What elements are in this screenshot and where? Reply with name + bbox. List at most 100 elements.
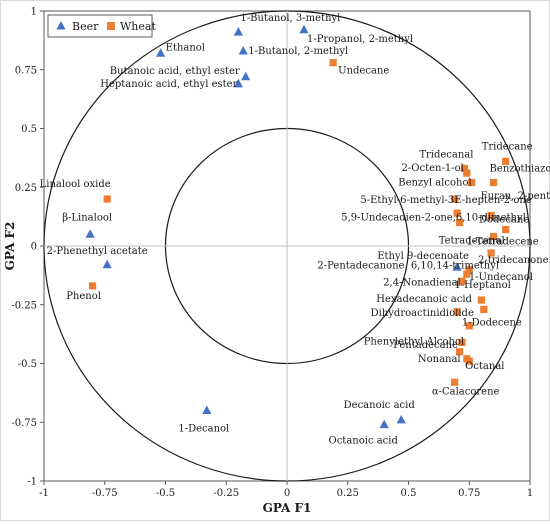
wheat-point xyxy=(480,305,488,314)
legend-beer-label: Beer xyxy=(72,20,99,33)
beer-point xyxy=(233,27,243,36)
point-label: 2-tridecanone xyxy=(478,255,549,266)
wheat-point xyxy=(103,195,111,203)
point-label: Pentadecane xyxy=(393,340,458,351)
beer-point xyxy=(241,71,251,81)
point-label: 2-Pentadecanone, 6,10,14-trimethyl xyxy=(317,261,499,272)
wheat-point xyxy=(487,249,495,257)
wheat-point xyxy=(477,296,485,304)
point-label: Dihydroactinidiolide xyxy=(371,308,474,319)
point-label: Tridecanal xyxy=(419,149,473,160)
beer-point xyxy=(299,24,309,34)
wheat-point xyxy=(463,169,471,177)
x-tick-label: 1 xyxy=(527,488,533,499)
point-label: Ethyl 9-decenoate xyxy=(377,251,469,262)
x-axis-title: GPA F1 xyxy=(263,501,312,515)
beer-point xyxy=(85,229,95,238)
point-label: Linalool oxide xyxy=(40,179,111,190)
wheat-point xyxy=(455,348,464,356)
point-label: 2-Phenethyl acetate xyxy=(47,246,148,257)
data-points xyxy=(85,24,510,429)
beer-point xyxy=(379,419,389,429)
beer-point xyxy=(452,262,462,271)
point-label: 2-Octen-1-ol xyxy=(402,163,464,174)
point-label: Octanoic acid xyxy=(329,436,399,447)
wheat-point xyxy=(453,209,461,217)
point-label: Benzyl alcohol xyxy=(398,178,471,189)
point-label: Furan, 2-pentyl xyxy=(481,191,550,202)
axis-lines xyxy=(44,11,530,481)
x-tick-label: 0.5 xyxy=(401,488,417,499)
point-label: Tetradecanal xyxy=(439,236,505,247)
wheat-point xyxy=(458,277,466,285)
x-tick-label: -0.5 xyxy=(156,488,175,499)
wheat-point xyxy=(463,355,471,363)
point-label: Nonanal xyxy=(418,354,461,365)
y-tick-label: 0 xyxy=(31,242,37,253)
wheat-point xyxy=(465,265,473,274)
point-label: 5,9-Undecadien-2-one,6,10-dimethyl xyxy=(341,213,526,224)
beer-point xyxy=(156,48,166,57)
point-label: α-Calacorene xyxy=(432,386,500,397)
point-label: 1-Heptanol xyxy=(454,280,510,291)
wheat-point xyxy=(502,157,510,165)
point-label: 2,4-Nonadienal xyxy=(383,277,461,288)
y-tick-label: -0.5 xyxy=(18,359,37,370)
x-tick-label: -0.75 xyxy=(92,488,118,499)
wheat-point xyxy=(451,195,459,203)
point-label: Ethanol xyxy=(166,42,205,53)
beer-point xyxy=(238,45,248,55)
point-label: 1-Undecanol xyxy=(469,272,533,283)
point-label: Benzothiazole xyxy=(490,164,550,175)
wheat-point xyxy=(465,322,473,330)
wheat-point xyxy=(329,59,337,67)
point-label: 1-Propanol, 2-methyl xyxy=(307,34,413,45)
point-label: Decanoic acid xyxy=(344,400,416,411)
wheat-point xyxy=(453,308,461,316)
beer-point xyxy=(396,414,406,424)
x-tick-label: -1 xyxy=(39,488,49,499)
point-label: 1-Decanol xyxy=(178,424,229,435)
wheat-point xyxy=(451,378,459,386)
x-tick-labels: -1 -0.75 -0.5 -0.25 0 0.25 0.5 0.75 1 xyxy=(39,481,533,499)
wheat-point xyxy=(455,218,464,227)
y-tick-label: 0.25 xyxy=(15,183,37,194)
legend-wheat-marker xyxy=(107,22,115,30)
wheat-point xyxy=(489,178,498,187)
point-label: Heptanoic acid, ethyl ester xyxy=(100,79,237,90)
wheat-point xyxy=(460,164,468,173)
x-tick-label: 0.75 xyxy=(458,488,480,499)
y-tick-labels: 1 0.75 0.5 0.25 0 -0.25 -0.5 -0.75 -1 xyxy=(11,7,44,488)
legend: Beer Wheat xyxy=(47,14,156,38)
y-tick-label: -1 xyxy=(27,477,37,488)
wheat-point xyxy=(468,178,476,187)
wheat-point xyxy=(89,282,97,290)
point-label: 1-Tetradecene xyxy=(467,237,539,248)
y-tick-label: -0.25 xyxy=(11,300,37,311)
wheat-point xyxy=(489,233,498,241)
wheat-point xyxy=(502,225,510,234)
wheat-point xyxy=(458,338,466,346)
x-tick-label: 0.25 xyxy=(337,488,359,499)
y-tick-label: 0.5 xyxy=(21,124,37,135)
y-tick-label: 0.75 xyxy=(15,65,37,76)
y-axis-title: GPA F2 xyxy=(3,222,17,271)
wheat-point xyxy=(463,270,471,278)
point-label: Butanoic acid, ethyl ester xyxy=(110,66,240,77)
point-label: Octanal xyxy=(465,361,504,372)
y-tick-label: 1 xyxy=(31,7,37,18)
point-label: Dodecane xyxy=(479,214,529,225)
beer-point xyxy=(233,78,243,88)
legend-beer-marker xyxy=(56,21,66,30)
point-label: 1-Butanol, 3-methyl xyxy=(240,13,340,24)
point-label: 1-Butanol, 2-methyl xyxy=(248,46,348,57)
x-tick-label: -0.25 xyxy=(213,488,239,499)
legend-wheat-label: Wheat xyxy=(120,20,156,33)
point-label: 1-Dodecene xyxy=(462,317,522,328)
point-label: 5-Ethyl-6-methyl-3E-hepten-2-one xyxy=(360,195,531,206)
y-tick-label: -0.75 xyxy=(11,418,37,429)
